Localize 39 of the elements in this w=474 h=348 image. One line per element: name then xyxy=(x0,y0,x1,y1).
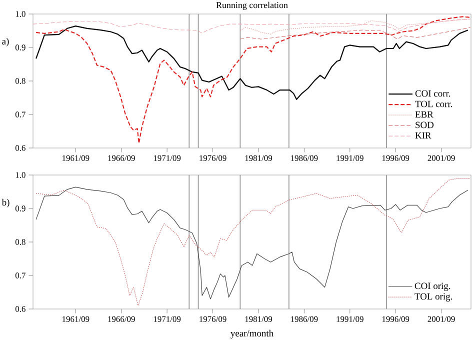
x-tick-label: 1976/09 xyxy=(200,155,226,161)
y-tick-label: 0.6 xyxy=(15,145,26,151)
legend-label: TOL orig. xyxy=(414,293,452,302)
y-tick-label: 0.8 xyxy=(15,78,26,84)
x-tick-label: 1971/09 xyxy=(154,155,181,161)
x-tick-label: 1966/09 xyxy=(108,316,135,322)
x-tick-label: 1991/09 xyxy=(336,155,364,161)
x-tick-label: 1966/09 xyxy=(108,155,135,161)
x-tick-label: 1986/09 xyxy=(291,316,318,322)
text: b) xyxy=(2,198,10,208)
x-tick-label: 1996/09 xyxy=(382,155,410,161)
text: a) xyxy=(2,38,9,46)
y-tick-label: 0.8 xyxy=(15,239,26,245)
y-tick-label: 0.7 xyxy=(15,272,26,278)
legend-label: COI corr. xyxy=(415,90,450,97)
legend-label: SOD xyxy=(416,122,434,128)
chart-title: Running correlation xyxy=(216,2,288,10)
legend-label: EBR xyxy=(415,111,434,118)
x-tick-label: 1961/09 xyxy=(62,316,90,322)
x-tick-label: 1961/09 xyxy=(62,155,90,161)
x-tick-label: 1971/09 xyxy=(154,316,181,322)
x-tick-label: 1976/09 xyxy=(200,316,226,322)
x-axis-title: year/month xyxy=(230,330,274,338)
legend-label: TOL corr. xyxy=(415,100,452,108)
x-tick-label: 1996/09 xyxy=(382,316,410,322)
x-tick-label: 1991/09 xyxy=(336,316,364,322)
y-tick-label: 1.0 xyxy=(16,172,26,178)
y-tick-label: 0.6 xyxy=(15,306,26,312)
y-tick-label: 0.9 xyxy=(15,206,26,212)
y-tick-label: 1.0 xyxy=(16,11,26,17)
x-tick-label: 1981/09 xyxy=(245,155,272,161)
y-tick-label: 0.9 xyxy=(15,44,26,50)
x-tick-label: 1981/09 xyxy=(245,316,272,322)
legend-label: COI orig. xyxy=(414,282,450,292)
x-tick-label: 1986/09 xyxy=(291,155,318,161)
y-tick-label: 0.7 xyxy=(15,112,26,118)
x-tick-label: 2001/09 xyxy=(428,316,455,322)
x-tick-label: 2001/09 xyxy=(428,155,455,161)
legend-label: KIR xyxy=(415,132,432,139)
